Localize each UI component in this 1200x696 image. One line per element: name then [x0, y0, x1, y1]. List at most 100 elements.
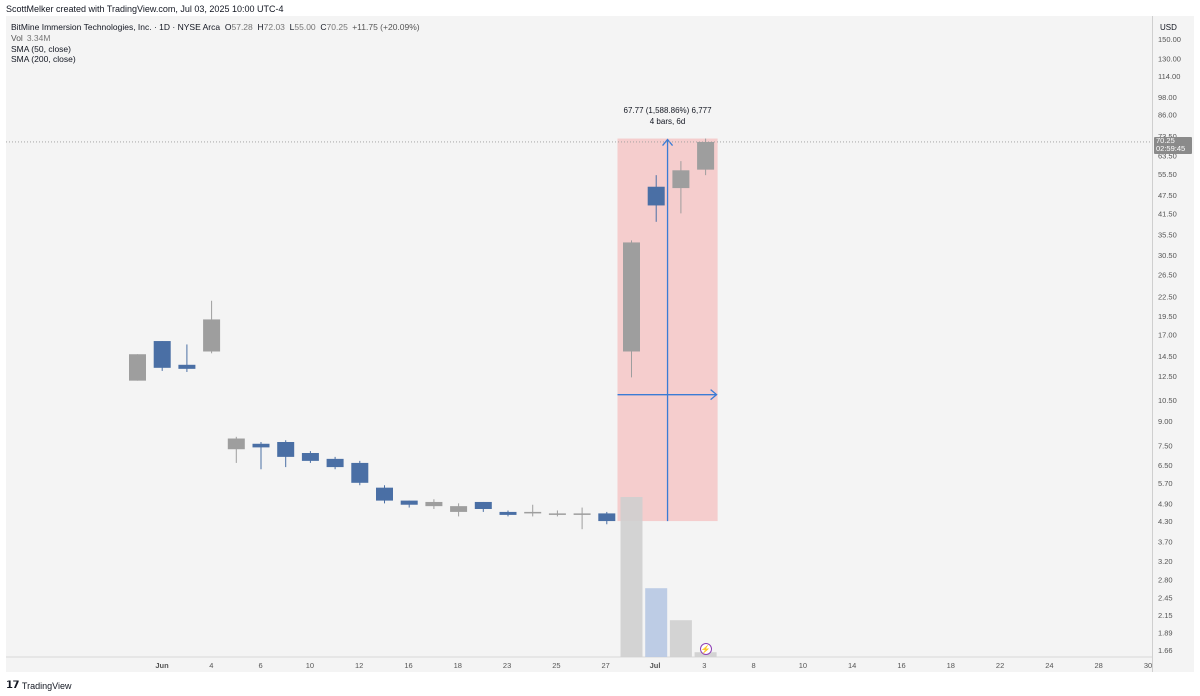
measure-label: 67.77 (1,588.86%) 6,777 4 bars, 6d — [598, 106, 738, 126]
y-tick-label: 26.50 — [1158, 270, 1177, 279]
y-tick-label: 47.50 — [1158, 191, 1177, 200]
y-tick-label: 4.90 — [1158, 499, 1173, 508]
close-label: C — [320, 22, 327, 32]
x-tick-label: Jul — [650, 661, 661, 670]
time-axis: Jun 4 6 10 12 16 18 23 25 27 Jul 3 8 10 14 16 18 22 24 28 30 — [155, 661, 1152, 670]
x-tick-label: 30 — [1144, 661, 1152, 670]
legend: BitMine Immersion Technologies, Inc. · 1… — [11, 22, 420, 65]
candle-body — [326, 458, 344, 468]
x-tick-label: 16 — [404, 661, 412, 670]
candle-body — [153, 341, 171, 368]
y-tick-label: 7.50 — [1158, 442, 1173, 451]
y-tick-label: 41.50 — [1158, 209, 1177, 218]
candle-body — [474, 501, 492, 509]
vol-value: 3.34M — [26, 32, 51, 43]
lightning-icon[interactable]: ⚡ — [699, 643, 712, 655]
x-tick-label: 16 — [897, 661, 905, 670]
x-tick-label: 22 — [996, 661, 1004, 670]
y-tick-label: 14.50 — [1158, 352, 1177, 361]
y-tick-label: 114.00 — [1158, 72, 1180, 81]
candle-body — [400, 500, 418, 505]
x-tick-label: 12 — [355, 661, 363, 670]
x-tick-label: 25 — [552, 661, 560, 670]
x-tick-label: 24 — [1045, 661, 1053, 670]
x-tick-label: 28 — [1095, 661, 1103, 670]
x-tick-label: 23 — [503, 661, 511, 670]
y-tick-label: 17.00 — [1158, 331, 1177, 340]
measure-arrowhead-right — [710, 389, 718, 401]
x-tick-label: 18 — [454, 661, 462, 670]
candle-body — [203, 319, 221, 352]
x-tick-label: 18 — [947, 661, 955, 670]
volume-bar — [669, 620, 692, 657]
candle-body — [425, 501, 443, 507]
candle-body — [178, 364, 196, 369]
current-price: 70.25 — [1156, 135, 1175, 145]
y-tick-label: 6.50 — [1158, 461, 1173, 470]
x-tick-label: 10 — [306, 661, 314, 670]
measure-line1: 67.77 (1,588.86%) 6,777 — [623, 105, 712, 115]
y-tick-label: 2.15 — [1158, 611, 1173, 620]
candle-body — [499, 511, 517, 515]
candle-body — [524, 511, 542, 514]
candle-body — [647, 186, 665, 206]
x-tick-label: 14 — [848, 661, 856, 670]
y-tick-label: 10.50 — [1158, 396, 1177, 405]
x-tick-label: 3 — [702, 661, 706, 670]
candle-body — [573, 513, 591, 515]
candle-body — [697, 141, 715, 170]
low-label: L — [289, 22, 295, 32]
x-tick-label: 10 — [799, 661, 807, 670]
open-label: O — [224, 22, 232, 32]
y-tick-label: 4.30 — [1158, 517, 1173, 526]
volume-bar — [645, 588, 668, 657]
y-tick-label: 1.66 — [1158, 646, 1173, 655]
y-tick-label: 98.00 — [1158, 93, 1177, 102]
y-tick-label: 12.50 — [1158, 372, 1177, 381]
low-value: 55.00 — [294, 22, 316, 32]
candle-body — [376, 487, 393, 501]
measure-line2: 4 bars, 6d — [649, 116, 686, 126]
current-price-tag: 70.25 02:59:45 — [1154, 135, 1192, 154]
x-tick-label: Jun — [155, 661, 169, 670]
y-tick-label: 9.00 — [1158, 417, 1173, 426]
high-value: 72.03 — [263, 22, 285, 32]
volume-bar — [620, 497, 643, 657]
y-tick-label: 3.70 — [1158, 537, 1173, 546]
x-tick-label: 6 — [259, 661, 263, 670]
candle-body — [301, 453, 319, 461]
candle-body — [450, 506, 468, 512]
y-tick-label: 30.50 — [1158, 251, 1177, 260]
y-tick-label: 63.50 — [1158, 152, 1177, 161]
high-label: H — [257, 22, 264, 32]
measure-arrows — [617, 138, 718, 522]
y-tick-label: 1.89 — [1158, 629, 1173, 638]
candle-body — [548, 513, 566, 515]
symbol-line: BitMine Immersion Technologies, Inc. · 1… — [11, 22, 221, 32]
y-tick-label: 73.50 — [1158, 132, 1177, 141]
sma50-label[interactable]: SMA (50, close) — [11, 43, 71, 54]
open-value: 57.28 — [231, 22, 253, 32]
candle-body — [277, 441, 295, 457]
x-tick-label: 4 — [209, 661, 213, 670]
y-tick-label: 150.00 — [1158, 35, 1181, 44]
sma200-label[interactable]: SMA (200, close) — [11, 54, 76, 65]
vol-label: Vol — [11, 32, 23, 43]
candle-body — [227, 438, 245, 450]
candles — [129, 138, 715, 530]
close-value: 70.25 — [326, 22, 348, 32]
y-tick-label: 130.00 — [1158, 54, 1181, 63]
currency-label: USD — [1160, 23, 1177, 32]
candle-body — [129, 354, 146, 381]
candle-body — [672, 170, 690, 189]
x-tick-label: 8 — [752, 661, 756, 670]
y-tick-label: 55.50 — [1158, 170, 1177, 179]
candle-body — [252, 443, 270, 448]
y-tick-label: 5.70 — [1158, 479, 1173, 488]
footer-brand: TradingView — [21, 680, 72, 691]
y-tick-label: 2.45 — [1158, 593, 1173, 602]
y-tick-label: 35.50 — [1158, 231, 1177, 240]
y-tick-label: 3.20 — [1158, 557, 1173, 566]
y-tick-label: 86.00 — [1158, 110, 1177, 119]
